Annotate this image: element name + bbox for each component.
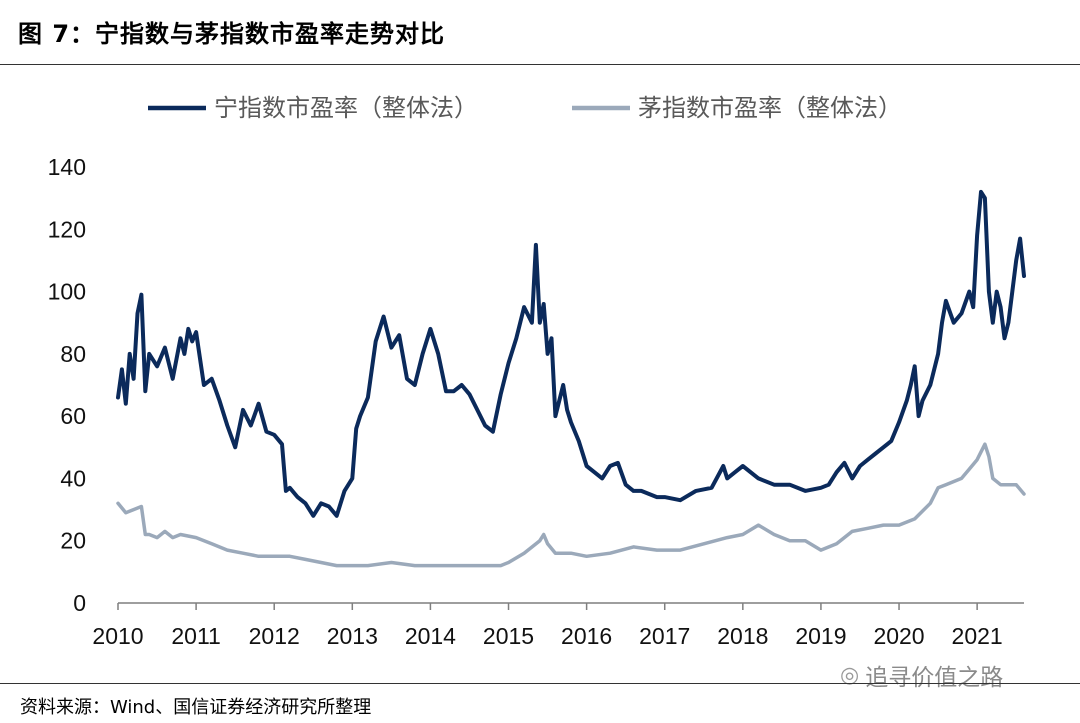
x-tick-label: 2011: [171, 623, 220, 649]
x-tick-label: 2010: [92, 623, 143, 649]
series-line-1: [116, 189, 1026, 518]
y-tick-label: 0: [73, 590, 86, 616]
x-tick-label: 2012: [249, 623, 300, 649]
wechat-icon: ◎: [840, 662, 860, 688]
line-chart: 宁指数市盈率（整体法） 茅指数市盈率（整体法） 0 20 40 60 80 100 120 1…: [48, 94, 1026, 649]
y-tick-label: 140: [48, 154, 86, 180]
chart-legend: 宁指数市盈率（整体法） 茅指数市盈率（整体法）: [148, 94, 902, 122]
series-line-2: [116, 442, 1026, 568]
x-tick-label: 2020: [873, 623, 924, 649]
chart-axes: 0 20 40 60 80 100 120 140 2010 2011 2012 2013 2014 20…: [48, 154, 1024, 649]
chart-series: [116, 189, 1026, 568]
x-tick-label: 2021: [952, 623, 1003, 649]
y-tick-label: 80: [60, 341, 86, 367]
x-tick-label: 2016: [561, 623, 612, 649]
x-tick-label: 2019: [795, 623, 846, 649]
watermark: ◎ 追寻价值之路: [840, 658, 1003, 692]
x-tick-label: 2018: [717, 623, 768, 649]
watermark-text: 追寻价值之路: [865, 665, 1004, 691]
x-tick-label: 2014: [405, 623, 456, 649]
figure-title: 图 7：宁指数与茅指数市盈率走势对比: [18, 20, 446, 48]
y-tick-label: 100: [48, 279, 86, 305]
legend-label-series-1: 宁指数市盈率（整体法）: [214, 94, 478, 122]
legend-label-series-2: 茅指数市盈率（整体法）: [638, 94, 902, 122]
source-note: 资料来源：Wind、国信证券经济研究所整理: [20, 697, 372, 718]
source-divider: [0, 683, 1080, 684]
title-divider: [0, 64, 1080, 65]
x-tick-label: 2013: [327, 623, 378, 649]
y-tick-label: 20: [60, 528, 86, 554]
y-tick-label: 60: [60, 403, 86, 429]
y-tick-label: 40: [60, 465, 86, 491]
x-tick-label: 2015: [483, 623, 534, 649]
y-tick-label: 120: [48, 216, 86, 242]
x-tick-label: 2017: [639, 623, 690, 649]
